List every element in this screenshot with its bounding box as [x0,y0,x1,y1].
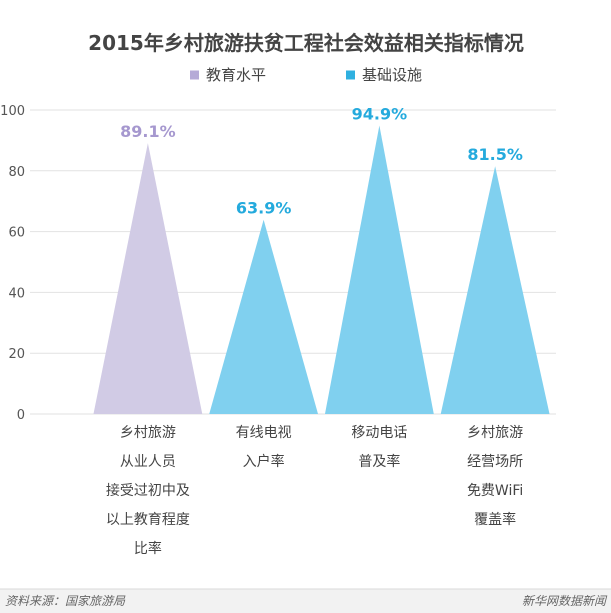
y-tick-label: 40 [8,286,25,301]
x-tick-label-line: 以上教育程度 [106,512,190,528]
y-axis: 0 20 40 60 80 100 [0,104,25,423]
x-tick-label-line: 入户率 [243,453,285,470]
legend: 教育水平 基础设施 [190,66,422,84]
x-tick-label-line: 免费WiFi [467,483,523,499]
bar-1-1 [209,219,319,414]
x-tick-label-line: 接受过初中及 [106,482,190,499]
legend-swatch-education [190,70,199,80]
bar-1-2 [324,125,434,414]
chart-title: 2015年乡村旅游扶贫工程社会效益相关指标情况 [88,31,524,55]
data-label-0: 89.1% [120,122,176,141]
bar-1-3 [440,166,550,414]
source-note: 资料来源：国家旅游局 [5,594,126,608]
publisher-credit: 新华网数据新闻 [522,594,608,608]
x-tick-label-0: 乡村旅游从业人员接受过初中及以上教育程度比率 [106,425,190,557]
data-label-1: 63.9% [236,199,292,218]
x-axis: 乡村旅游从业人员接受过初中及以上教育程度比率 有线电视入户率 移动电话普及率 乡村旅游… [106,425,523,557]
x-tick-label-line: 覆盖率 [474,511,516,528]
x-tick-label-line: 从业人员 [120,454,176,470]
bars [93,125,550,415]
x-tick-label-line: 有线电视 [236,425,292,441]
x-tick-label-line: 经营场所 [467,454,523,470]
bar-0-0 [93,143,203,415]
legend-label-education: 教育水平 [206,66,266,84]
x-tick-label-3: 乡村旅游经营场所免费WiFi 覆盖率 [467,425,523,528]
x-tick-label-2: 移动电话普及率 [351,425,407,470]
x-tick-label-1: 有线电视入户率 [236,425,292,470]
x-tick-label-line: 乡村旅游 [120,425,176,441]
x-tick-label-line: 普及率 [358,453,400,470]
legend-item-education: 教育水平 [190,66,266,84]
y-tick-label: 20 [8,347,25,362]
x-tick-label-line: 移动电话 [351,425,407,441]
y-tick-label: 100 [0,104,25,119]
y-tick-label: 80 [8,165,25,180]
y-tick-label: 0 [17,408,25,423]
data-label-3: 81.5% [467,145,523,164]
y-tick-label: 60 [8,226,25,241]
footer: 资料来源：国家旅游局 新华网数据新闻 [0,588,611,613]
x-tick-label-line: 乡村旅游 [467,425,523,441]
data-labels: 89.1% 63.9% 94.9% 81.5% [120,105,523,218]
legend-item-infrastructure: 基础设施 [346,66,422,84]
legend-swatch-infrastructure [346,70,355,80]
footer-background [0,589,611,613]
data-label-2: 94.9% [352,105,408,124]
legend-label-infrastructure: 基础设施 [362,66,422,84]
x-tick-label-line: 比率 [134,540,162,557]
